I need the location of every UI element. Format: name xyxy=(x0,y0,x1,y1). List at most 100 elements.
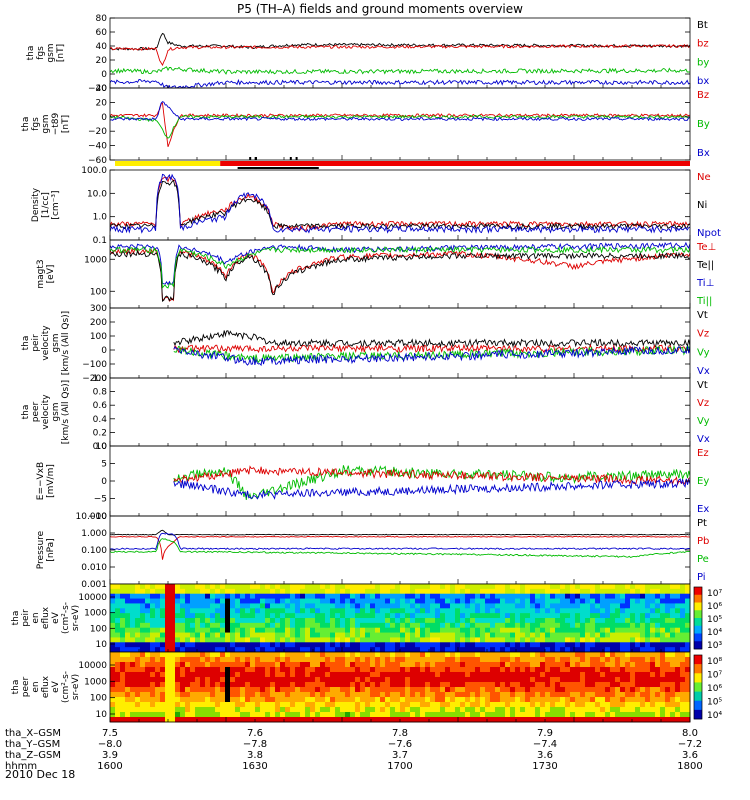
heatmap-cell xyxy=(510,632,516,638)
heatmap-cell xyxy=(275,672,281,678)
heatmap-cell xyxy=(255,677,261,683)
heatmap-cell xyxy=(545,687,551,693)
ytick-label: 1.000 xyxy=(81,529,107,539)
heatmap-cell xyxy=(575,677,581,683)
heatmap-cell xyxy=(645,627,651,633)
heatmap-cell xyxy=(150,677,156,683)
mode-bar-burst-tick xyxy=(255,157,257,160)
heatmap-cell xyxy=(145,677,151,683)
heatmap-cell xyxy=(675,677,681,683)
heatmap-cell xyxy=(180,717,186,723)
heatmap-cell xyxy=(345,647,351,653)
heatmap-cell xyxy=(540,622,546,629)
heatmap-cell xyxy=(210,642,216,648)
heatmap-cell xyxy=(485,687,491,693)
heatmap-cell xyxy=(665,677,671,683)
heatmap-cell xyxy=(135,702,141,708)
heatmap-cell xyxy=(260,687,266,693)
heatmap-cell xyxy=(355,662,361,668)
heatmap-cell xyxy=(465,647,471,653)
heatmap-cell xyxy=(235,652,241,658)
heatmap-cell xyxy=(150,608,156,614)
heatmap-cell xyxy=(220,632,226,638)
heatmap-cell xyxy=(115,622,121,629)
mode-bar-burst xyxy=(237,167,319,169)
heatmap-cell xyxy=(390,687,396,693)
heatmap-cell xyxy=(405,588,411,595)
heatmap-cell xyxy=(575,627,581,633)
heatmap-cell xyxy=(590,652,596,658)
heatmap-cell xyxy=(365,593,371,599)
heatmap-cell xyxy=(450,608,456,614)
legend-entry: By xyxy=(697,119,710,130)
heatmap-cell xyxy=(675,603,681,609)
heatmap-cell xyxy=(245,642,251,648)
heatmap-cell xyxy=(435,682,441,688)
heatmap-cell xyxy=(390,707,396,713)
heatmap-cell xyxy=(330,647,336,653)
heatmap-cell xyxy=(335,707,341,713)
heatmap-cell xyxy=(555,712,561,718)
heatmap-cell xyxy=(540,613,546,619)
heatmap-cell xyxy=(335,598,341,604)
heatmap-cell xyxy=(230,637,236,643)
heatmap-cell xyxy=(420,667,426,673)
heatmap-cell xyxy=(345,608,351,614)
heatmap-cell xyxy=(410,642,416,648)
heatmap-cell xyxy=(140,682,146,688)
heatmap-cell xyxy=(140,687,146,693)
heatmap-cell xyxy=(380,657,386,663)
heatmap-cell xyxy=(245,598,251,604)
heatmap-cell xyxy=(680,697,686,703)
legend-entry: Vt xyxy=(697,380,708,391)
heatmap-cell xyxy=(190,712,196,718)
heatmap-cell xyxy=(310,677,316,683)
heatmap-cell xyxy=(240,672,246,678)
heatmap-cell xyxy=(450,707,456,713)
heatmap-cell xyxy=(240,692,246,698)
heatmap-cell xyxy=(440,682,446,688)
heatmap-cell xyxy=(550,642,556,648)
heatmap-cell xyxy=(410,657,416,663)
heatmap-cell xyxy=(675,667,681,673)
heatmap-cell xyxy=(255,667,261,673)
heatmap-cell xyxy=(635,603,641,609)
colorbar-segment xyxy=(694,709,702,720)
heatmap-cell xyxy=(210,667,216,673)
heatmap-cell xyxy=(270,662,276,668)
heatmap-cell xyxy=(200,692,206,698)
heatmap-cell xyxy=(505,677,511,683)
heatmap-cell xyxy=(560,642,566,648)
heatmap-cell xyxy=(345,637,351,643)
legend-entry: Pt xyxy=(697,518,707,529)
heatmap-cell xyxy=(445,598,451,604)
heatmap-cell xyxy=(350,603,356,609)
heatmap-cell xyxy=(210,687,216,693)
heatmap-cell xyxy=(640,702,646,708)
heatmap-cell xyxy=(660,584,666,590)
heatmap-cell xyxy=(595,697,601,703)
heatmap-cell xyxy=(220,642,226,648)
heatmap-cell xyxy=(550,667,556,673)
heatmap-cell xyxy=(165,697,171,703)
heatmap-cell xyxy=(320,697,326,703)
heatmap-cell xyxy=(195,677,201,683)
heatmap-cell xyxy=(625,702,631,708)
heatmap-cell xyxy=(135,632,141,638)
heatmap-cell xyxy=(125,584,131,590)
heatmap-cell xyxy=(200,702,206,708)
heatmap-cell xyxy=(200,584,206,590)
heatmap-cell xyxy=(385,618,391,624)
heatmap-cell xyxy=(195,672,201,678)
heatmap-cell xyxy=(675,692,681,698)
heatmap-cell xyxy=(270,613,276,619)
colorbar-tick-label: 10⁶ xyxy=(707,684,722,694)
heatmap-cell xyxy=(425,637,431,643)
ylabel-line: eflux xyxy=(41,606,51,629)
heatmap-cell xyxy=(525,662,531,668)
heatmap-cell xyxy=(315,717,321,723)
heatmap-cell xyxy=(120,622,126,629)
heatmap-cell xyxy=(150,613,156,619)
heatmap-cell xyxy=(455,697,461,703)
heatmap-cell xyxy=(605,717,611,723)
